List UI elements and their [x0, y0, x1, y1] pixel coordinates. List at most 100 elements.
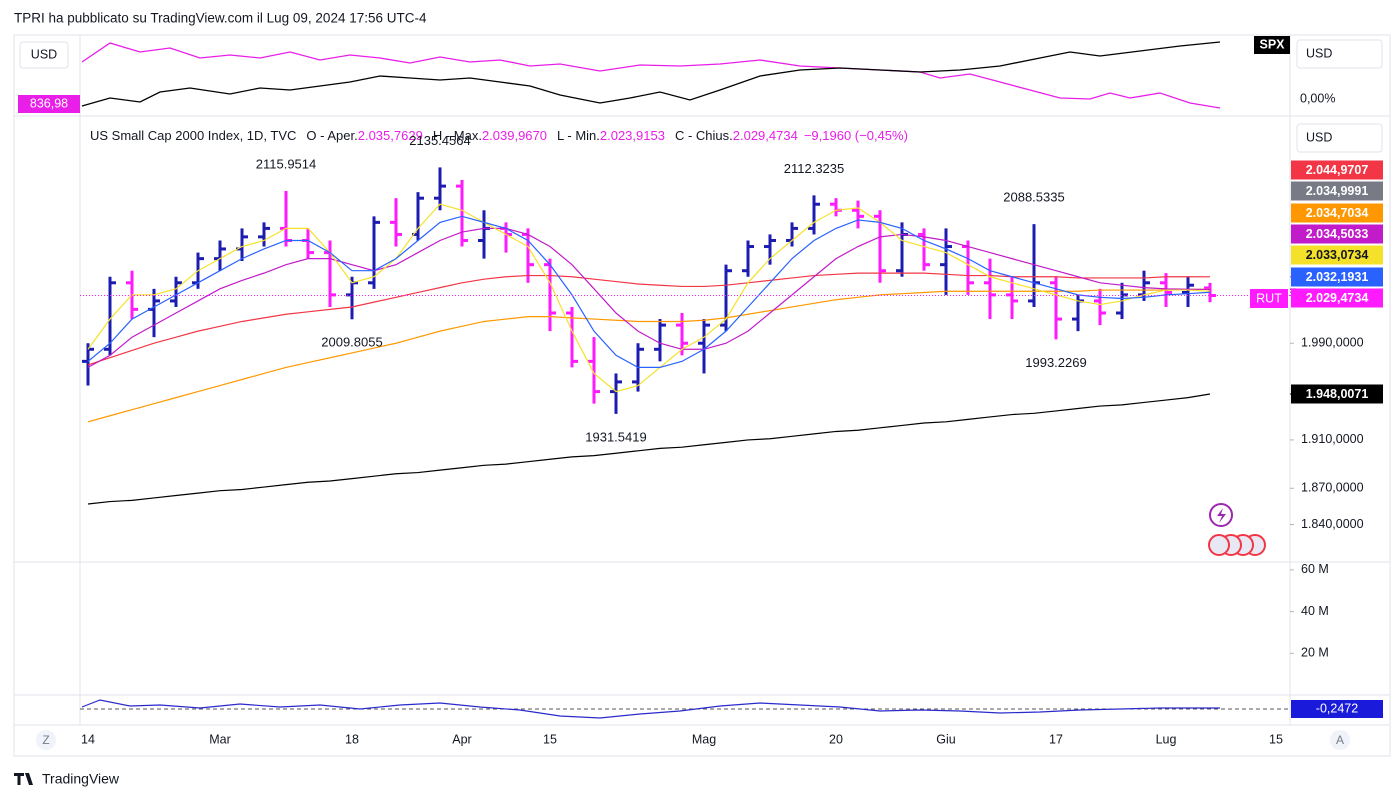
ohlc-bar [390, 198, 402, 247]
legend: US Small Cap 2000 Index, 1D, TVC O - Aper… [90, 128, 908, 143]
flag-icons[interactable] [1208, 534, 1266, 556]
low-annotation: 1931.5419 [585, 429, 646, 444]
ohlc-bar [434, 167, 446, 211]
ohlc-bar [764, 234, 776, 265]
oscillator-label-box [1291, 700, 1383, 718]
ohlc-bar [984, 258, 996, 320]
symbol: RUT [1256, 291, 1282, 305]
price-label: 2.032,1931 [1306, 270, 1369, 284]
compare-left-label: 836,98 [30, 96, 68, 110]
high-annotation: 2135.4564 [409, 133, 470, 148]
zoom-button-label[interactable]: Z [42, 733, 49, 747]
y-tick-label: 1.910,0000 [1301, 432, 1364, 446]
ohlc-bar [104, 276, 116, 356]
ohlc-bar [170, 276, 182, 307]
ohlc-bar [1050, 276, 1062, 340]
currency[interactable]: USD [1306, 130, 1332, 144]
legend-value: 2.039,9670 [482, 128, 547, 143]
y-tick-label: 40 M [1301, 604, 1329, 618]
y-tick-label: 20 M [1301, 646, 1329, 660]
price-label-box [1291, 288, 1383, 308]
compare-line-spx [81, 41, 1221, 107]
price-label: 2.033,0734 [1306, 248, 1369, 262]
legend-value: 2.023,9153 [600, 128, 665, 143]
flag-icon[interactable] [1208, 534, 1230, 556]
ohlc-bar [808, 195, 820, 235]
moving-average [87, 393, 1211, 505]
compare-right-label: 0,00% [1300, 91, 1335, 105]
compare-symbol-box [1254, 36, 1290, 54]
event-icon[interactable] [1209, 503, 1233, 527]
price-label: 2.029,4734 [1306, 291, 1369, 305]
x-tick-label: Giu [936, 732, 956, 746]
header: TPRI ha pubblicato su TradingView.com il… [14, 11, 427, 26]
moving-average [87, 203, 1211, 393]
ohlc-bar [676, 313, 688, 356]
zoom-button[interactable] [36, 730, 56, 750]
ohlc-bar [566, 306, 578, 368]
x-tick-label: 20 [829, 732, 843, 746]
symbol-box [1250, 289, 1288, 308]
moving-average [87, 227, 1211, 368]
legend-title: US Small Cap 2000 Index, 1D, TVC [90, 128, 296, 143]
oscillator-label: -0,2472 [1316, 701, 1358, 715]
legend-label: H - Max. [433, 128, 482, 143]
y-tick-label: 1.870,0000 [1301, 481, 1364, 495]
x-tick-label: 14 [81, 732, 95, 746]
legend-label: C - Chius. [675, 128, 733, 143]
price-label: 2.034,5033 [1306, 227, 1369, 241]
low-annotation: 2009.8055 [321, 335, 382, 350]
ohlc-bar [1182, 276, 1194, 307]
moving-average [87, 215, 1211, 369]
currency-box[interactable] [1296, 39, 1383, 69]
x-tick-label: Lug [1156, 732, 1177, 746]
currency-box[interactable] [1296, 123, 1383, 153]
event-icon-bolt [1217, 508, 1226, 523]
ohlc-bar [544, 258, 556, 332]
currency[interactable]: USD [1306, 46, 1332, 60]
ohlc-bar [742, 240, 754, 277]
price-label: 2.034,9991 [1306, 184, 1369, 198]
currency-box[interactable] [19, 41, 69, 69]
ohlc-bar [1094, 288, 1106, 326]
price-label: 2.034,7034 [1306, 206, 1369, 220]
currency[interactable]: USD [31, 47, 57, 61]
x-tick-label: 15 [543, 732, 557, 746]
legend-change: −9,1960 (−0,45%) [804, 128, 908, 143]
x-tick-label: 17 [1049, 732, 1063, 746]
price-label-box [1291, 267, 1383, 287]
y-tick-label: 1.840,0000 [1301, 517, 1364, 531]
price-label-box [1291, 160, 1383, 180]
x-tick-label: Mag [692, 732, 716, 746]
high-annotation: 2088.5335 [1003, 190, 1064, 205]
auto-button-label[interactable]: A [1336, 733, 1344, 747]
y-tick-label: 1.990,0000 [1301, 336, 1364, 350]
ohlc-bar [258, 222, 270, 247]
x-tick-label: 18 [345, 732, 359, 746]
ohlc-bar [786, 222, 798, 247]
frame [13, 34, 1391, 757]
legend-value: 2.035,7629 [358, 128, 423, 143]
legend-label: L - Min. [557, 128, 600, 143]
moving-average [87, 272, 1211, 366]
legend-value: 2.029,4734 [733, 128, 798, 143]
ohlc-bar [610, 373, 622, 414]
moving-average [87, 288, 1211, 423]
price-label-box [1291, 245, 1383, 265]
ohlc-bar [1006, 276, 1018, 320]
price-label: 2.044,9707 [1306, 163, 1369, 177]
compare-symbol: SPX [1259, 37, 1285, 51]
y-tick-label: 60 M [1301, 562, 1329, 576]
price-label-box [1291, 384, 1383, 404]
high-annotation: 2115.9514 [256, 156, 317, 171]
auto-button[interactable] [1330, 730, 1350, 750]
ohlc-bar [654, 319, 666, 362]
x-tick-label: Apr [452, 732, 471, 746]
ohlc-bar [852, 200, 864, 229]
legend-label: O - Aper. [306, 128, 357, 143]
x-tick-label: 15 [1269, 732, 1283, 746]
low-annotation: 1993.2269 [1025, 355, 1086, 370]
price-label: 1.948,0071 [1306, 387, 1369, 401]
